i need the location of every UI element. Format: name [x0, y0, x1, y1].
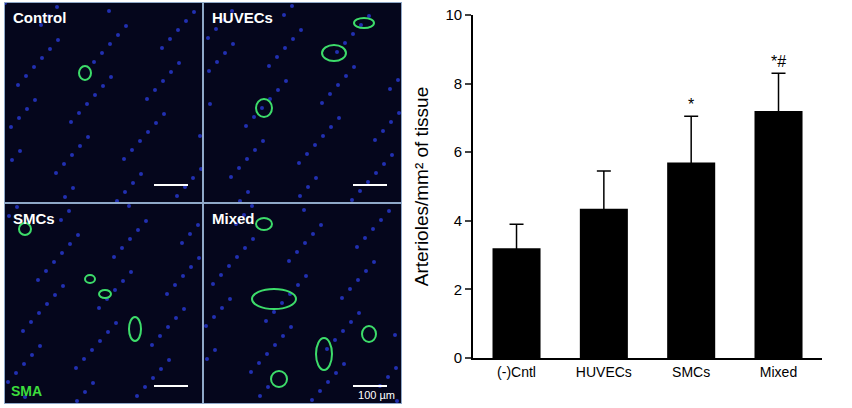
svg-text:4: 4	[454, 212, 462, 229]
svg-text:0: 0	[454, 349, 462, 366]
svg-text:*#: *#	[771, 53, 786, 70]
svg-text:(-)Cntl: (-)Cntl	[497, 364, 536, 380]
svg-text:SMCs: SMCs	[672, 364, 710, 380]
svg-text:2: 2	[454, 281, 462, 298]
svg-text:6: 6	[454, 143, 462, 160]
html-text:100 µm: 100 µm	[358, 389, 395, 401]
svg-text:*: *	[688, 96, 694, 113]
html-text:HUVECs: HUVECs	[212, 9, 273, 26]
svg-text:10: 10	[445, 6, 462, 23]
html-text:Control: Control	[13, 9, 67, 26]
svg-text:HUVECs: HUVECs	[576, 364, 632, 380]
svg-text:8: 8	[454, 75, 462, 92]
svg-text:Mixed: Mixed	[760, 364, 797, 380]
html-text:SMCs: SMCs	[13, 210, 55, 227]
svg-text:Arterioles/mm² of tissue: Arterioles/mm² of tissue	[411, 87, 432, 287]
html-text:SMA: SMA	[11, 383, 43, 399]
html-text:Mixed: Mixed	[212, 210, 255, 227]
